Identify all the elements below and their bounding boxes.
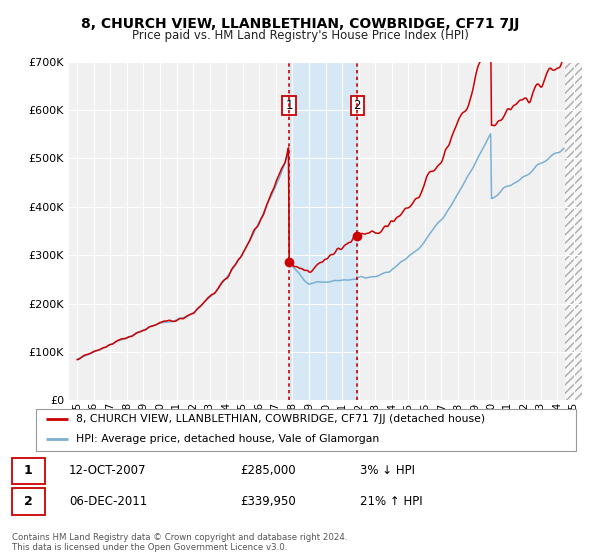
Text: 8, CHURCH VIEW, LLANBLETHIAN, COWBRIDGE, CF71 7JJ: 8, CHURCH VIEW, LLANBLETHIAN, COWBRIDGE,…	[81, 16, 519, 30]
Text: 1: 1	[24, 464, 32, 478]
Text: Contains HM Land Registry data © Crown copyright and database right 2024.: Contains HM Land Registry data © Crown c…	[12, 533, 347, 542]
Bar	[565, 62, 582, 400]
Text: 2: 2	[24, 495, 32, 508]
Text: £285,000: £285,000	[240, 464, 296, 478]
Bar	[565, 62, 582, 400]
Text: 3% ↓ HPI: 3% ↓ HPI	[360, 464, 415, 478]
Text: 21% ↑ HPI: 21% ↑ HPI	[360, 495, 422, 508]
Text: This data is licensed under the Open Government Licence v3.0.: This data is licensed under the Open Gov…	[12, 543, 287, 552]
Bar	[565, 62, 582, 400]
Text: 2: 2	[353, 99, 361, 112]
Bar	[289, 62, 357, 400]
Text: 12-OCT-2007: 12-OCT-2007	[69, 464, 146, 478]
Text: HPI: Average price, detached house, Vale of Glamorgan: HPI: Average price, detached house, Vale…	[77, 434, 380, 444]
Text: 8, CHURCH VIEW, LLANBLETHIAN, COWBRIDGE, CF71 7JJ (detached house): 8, CHURCH VIEW, LLANBLETHIAN, COWBRIDGE,…	[77, 414, 485, 424]
Text: 06-DEC-2011: 06-DEC-2011	[69, 495, 147, 508]
Text: Price paid vs. HM Land Registry's House Price Index (HPI): Price paid vs. HM Land Registry's House …	[131, 29, 469, 43]
Text: £339,950: £339,950	[240, 495, 296, 508]
Text: 1: 1	[285, 99, 293, 112]
FancyBboxPatch shape	[36, 409, 576, 451]
